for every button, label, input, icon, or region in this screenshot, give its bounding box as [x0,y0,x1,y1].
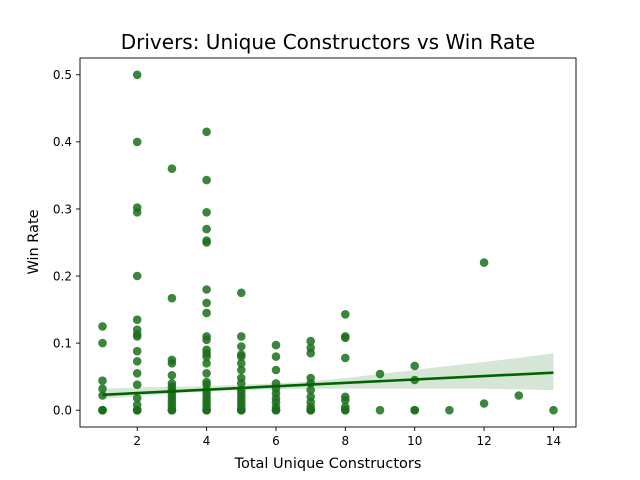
data-point [132,357,142,366]
data-point [410,361,420,371]
data-point [202,224,211,234]
data-point [202,377,211,387]
regression-line [102,371,554,397]
data-point [306,385,316,395]
x-tick-label: 12 [476,434,491,448]
x-tick-label: 10 [407,434,422,448]
data-point [341,353,350,363]
data-point [341,332,350,341]
data-point [202,298,211,308]
data-point [132,325,142,335]
data-point [98,338,107,348]
chart-title: Drivers: Unique Constructors vs Win Rate [121,30,535,54]
data-point [445,405,454,415]
data-point [202,285,211,294]
y-tick-label: 0.3 [53,202,72,216]
data-point [132,346,142,356]
x-tick-label: 4 [203,434,211,448]
data-point [271,352,281,361]
data-point [167,355,177,365]
data-point [479,399,489,408]
data-point [167,371,177,380]
data-point [341,310,350,319]
data-point [202,308,211,318]
data-point [375,369,385,379]
data-point [271,340,281,350]
y-tick-label: 0.2 [53,269,72,283]
data-point [306,343,316,353]
data-point [237,288,246,298]
data-point [341,402,350,412]
data-point [132,271,142,281]
data-point [132,380,142,390]
data-point [202,175,211,185]
data-point [237,373,246,383]
y-axis-ticks: 0.0 0.1 0.2 0.3 0.4 0.5 [53,68,80,418]
x-tick-label: 14 [546,434,561,448]
x-tick-label: 6 [272,434,280,448]
data-point [98,322,107,331]
y-tick-label: 0.5 [53,68,72,82]
data-point [306,373,316,383]
data-point [167,293,177,303]
regression-line-layer [102,371,554,397]
x-axis-ticks: 2 4 6 8 10 12 14 [133,427,561,448]
confidence-band [102,353,554,399]
data-point [549,405,558,415]
data-point [132,203,142,212]
data-point [306,392,316,402]
x-tick-label: 2 [133,434,141,448]
data-point [132,400,142,410]
data-point [237,365,246,375]
data-point [167,379,177,388]
confidence-band-layer [102,353,554,399]
data-point [167,164,177,173]
data-point [306,336,316,346]
data-point [98,384,107,394]
y-tick-label: 0.0 [53,404,72,418]
data-point [202,127,211,137]
data-point [202,345,211,355]
data-point [237,332,246,341]
data-point [479,258,489,267]
data-point [98,376,107,386]
data-point [132,70,142,80]
data-point [202,369,211,378]
data-point [237,350,246,359]
data-point [202,332,211,341]
plot-frame [79,57,577,428]
y-tick-label: 0.4 [53,135,72,149]
y-axis-label: Win Rate [26,209,42,274]
data-point [132,393,142,403]
data-point [202,208,211,217]
data-point [98,405,107,415]
data-point [375,405,385,415]
y-tick-label: 0.1 [53,336,72,350]
data-point [202,236,211,245]
data-point [237,342,246,351]
x-tick-label: 8 [342,434,350,448]
x-axis-label: Total Unique Constructors [234,456,422,472]
data-point [132,137,142,147]
data-point [514,391,524,400]
data-point [132,369,142,378]
data-point [341,392,350,402]
points-layer [98,70,558,415]
data-point [202,359,211,368]
data-point [410,405,420,415]
data-point [271,365,281,375]
data-point [132,315,142,325]
data-point [98,391,107,400]
data-point [237,359,246,368]
